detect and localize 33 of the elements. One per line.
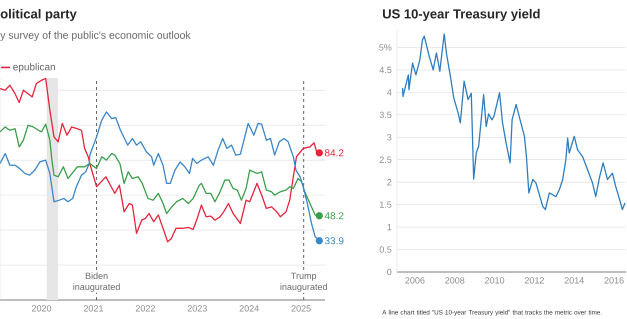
x-tick-label: 2008 [445, 277, 464, 284]
x-tick-label: 2010 [485, 277, 504, 284]
x-tick-label: 2025 [292, 305, 311, 312]
x-tick-label: 2014 [564, 277, 584, 284]
data-label: 33.9 [324, 237, 344, 244]
x-tick-label: 2024 [240, 305, 259, 312]
y-tick-label: 1 [387, 224, 392, 230]
x-tick-label: 2016 [604, 277, 624, 284]
legend-label: epublican [13, 63, 55, 72]
y-tick-label: 5% [379, 44, 392, 51]
x-tick-label: 2006 [405, 277, 425, 284]
line-series [402, 33, 626, 210]
y-tick-label: 0 [387, 268, 392, 276]
y-tick-label: 4.5 [379, 66, 392, 74]
x-tick-label: 2020 [32, 305, 52, 312]
chart-subtitle: y survey of the public's economic outlook [0, 31, 191, 41]
y-tick-label: 1.5 [380, 201, 392, 208]
y-tick-label: 0.5 [380, 246, 392, 253]
chart-title: US 10-year Treasury yield [382, 8, 540, 22]
x-tick-label: 2021 [84, 305, 104, 312]
x-tick-label: 2022 [136, 305, 155, 312]
data-label: 48.2 [324, 212, 344, 220]
y-tick-label: 3 [387, 134, 392, 140]
chart-title: olitical party [0, 8, 77, 22]
y-tick-label: 3.5 [380, 112, 392, 118]
ref-line-label: Trump inaugurated [280, 272, 327, 292]
ref-line-label: Biden inaugurated [73, 272, 120, 292]
y-tick-label: 2.5 [380, 156, 392, 163]
x-tick-label: 2012 [524, 277, 544, 284]
x-tick-label: 2023 [188, 305, 207, 312]
y-tick-label: 4 [387, 89, 392, 96]
y-tick-label: 2 [387, 179, 392, 186]
data-label: 84.2 [324, 149, 344, 156]
